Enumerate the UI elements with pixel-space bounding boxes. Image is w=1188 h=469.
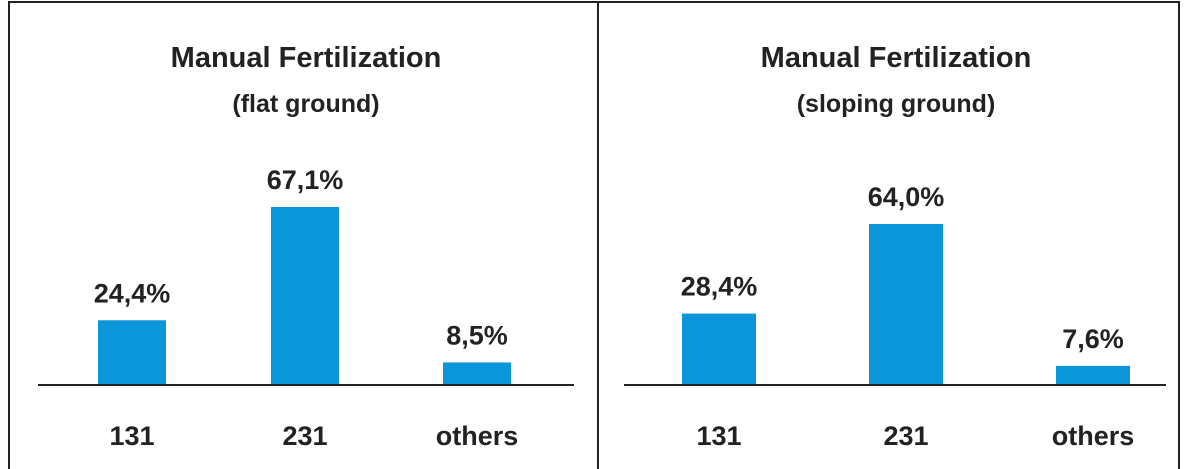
chart-subtitle: (flat ground): [232, 90, 379, 118]
data-label-131: 24,4%: [94, 278, 171, 308]
data-label-others: 7,6%: [1062, 324, 1124, 354]
chart-title: Manual Fertilization: [761, 42, 1032, 74]
x-tick-label-131: 131: [109, 421, 154, 451]
chart-panel-sloping-ground: Manual Fertilization (sloping ground) 28…: [624, 42, 1166, 451]
x-tick-label-231: 231: [282, 421, 327, 451]
chart-subtitle: (sloping ground): [797, 90, 996, 118]
x-tick-label-231: 231: [883, 421, 928, 451]
bar-others: [1056, 365, 1130, 385]
data-label-231: 64,0%: [868, 182, 945, 212]
bar-others: [443, 362, 511, 385]
x-tick-labels: 131 231 others: [109, 421, 518, 451]
bar-131: [682, 313, 756, 385]
bar-group: 28,4% 64,0% 7,6%: [681, 182, 1130, 385]
data-label-231: 67,1%: [267, 165, 344, 195]
bar-group: 24,4% 67,1% 8,5%: [94, 165, 511, 385]
x-tick-labels: 131 231 others: [696, 421, 1134, 451]
chart-panel-flat-ground: Manual Fertilization (flat ground) 24,4%…: [38, 42, 574, 451]
chart-title: Manual Fertilization: [171, 42, 442, 74]
x-tick-label-131: 131: [696, 421, 741, 451]
x-tick-label-others: others: [436, 421, 519, 451]
bar-231: [869, 224, 943, 385]
x-tick-label-others: others: [1052, 421, 1135, 451]
bar-231: [271, 207, 339, 385]
data-label-others: 8,5%: [446, 320, 508, 350]
figure-frame: [8, 1, 1180, 469]
data-label-131: 28,4%: [681, 272, 758, 302]
bar-131: [98, 320, 166, 385]
